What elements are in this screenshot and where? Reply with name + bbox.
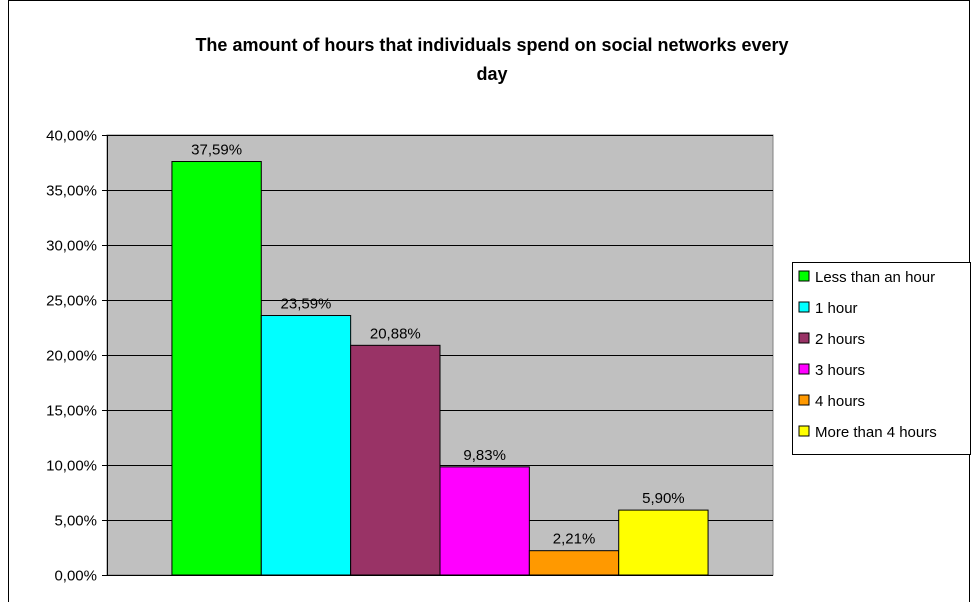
y-tick-label: 30,00% bbox=[46, 238, 97, 255]
legend-swatch bbox=[799, 395, 809, 405]
bar bbox=[351, 345, 440, 575]
y-tick-label: 0,00% bbox=[54, 568, 97, 585]
legend-swatch bbox=[799, 302, 809, 312]
legend-swatch bbox=[799, 271, 809, 281]
y-tick-label: 5,00% bbox=[54, 513, 97, 530]
chart-title-line-2: day bbox=[476, 64, 507, 84]
y-tick-label: 10,00% bbox=[46, 458, 97, 475]
legend-swatch bbox=[799, 364, 809, 374]
bar bbox=[261, 316, 350, 575]
legend-label: 3 hours bbox=[815, 362, 865, 379]
data-label: 37,59% bbox=[191, 142, 242, 159]
legend-label: 1 hour bbox=[815, 300, 858, 317]
legend-swatch bbox=[799, 426, 809, 436]
data-label: 20,88% bbox=[370, 325, 421, 342]
bar bbox=[619, 510, 708, 575]
legend-label: Less than an hour bbox=[815, 269, 935, 286]
data-label: 23,59% bbox=[281, 296, 332, 313]
data-label: 2,21% bbox=[553, 531, 596, 548]
bar bbox=[172, 162, 261, 575]
data-label: 9,83% bbox=[463, 447, 506, 464]
chart-title-line-1: The amount of hours that individuals spe… bbox=[195, 35, 788, 55]
y-tick-label: 20,00% bbox=[46, 348, 97, 365]
bar bbox=[529, 551, 618, 575]
y-tick-label: 15,00% bbox=[46, 403, 97, 420]
y-tick-label: 35,00% bbox=[46, 183, 97, 200]
y-tick-label: 25,00% bbox=[46, 293, 97, 310]
legend-label: 2 hours bbox=[815, 331, 865, 348]
legend: Less than an hour 1 hour 2 hours 3 hours 4 h… bbox=[793, 263, 971, 455]
bar bbox=[440, 467, 529, 575]
legend-swatch bbox=[799, 333, 809, 343]
y-tick-label: 40,00% bbox=[46, 128, 97, 145]
legend-label: 4 hours bbox=[815, 393, 865, 410]
legend-label: More than 4 hours bbox=[815, 424, 937, 441]
data-label: 5,90% bbox=[642, 490, 685, 507]
